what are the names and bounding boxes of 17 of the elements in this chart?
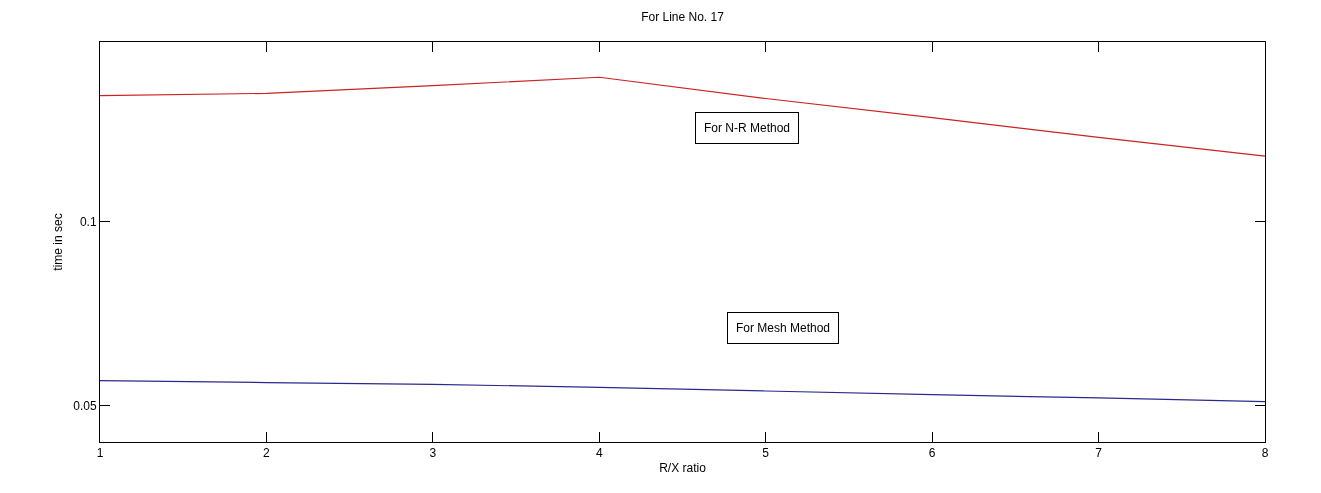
x-tick-label: 1	[96, 446, 104, 461]
line-series	[100, 380, 1265, 403]
x-tick-label: 8	[1261, 446, 1269, 461]
y-tick-label: 0.1	[79, 215, 97, 230]
x-tick-label: 6	[928, 446, 936, 461]
x-tick-label: 5	[762, 446, 770, 461]
annotation: For Mesh Method	[736, 321, 831, 335]
chart-title: For Line No. 17	[641, 9, 725, 24]
line-series	[100, 76, 1265, 157]
annotation: For N-R Method	[704, 121, 791, 135]
y-axis-title: time in sec	[50, 213, 65, 271]
x-tick-label: 4	[595, 446, 603, 461]
x-tick-label: 7	[1095, 446, 1103, 461]
x-axis-title: R/X ratio	[659, 461, 707, 476]
x-tick-label: 2	[263, 446, 271, 461]
x-tick-label: 3	[429, 446, 437, 461]
y-tick-label: 0.05	[73, 398, 97, 413]
